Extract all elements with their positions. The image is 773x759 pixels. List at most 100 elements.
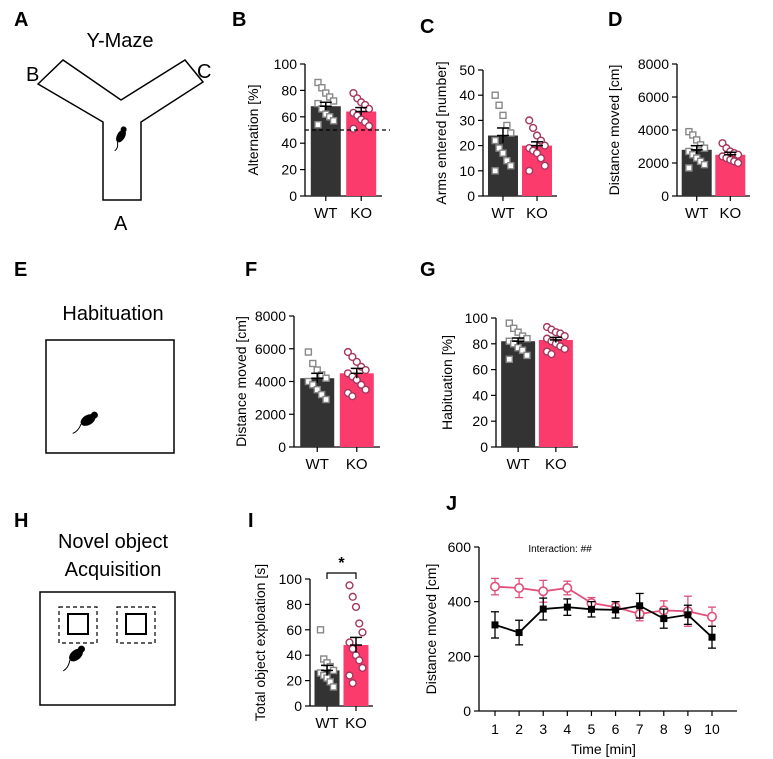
data-point-wt: [693, 136, 701, 144]
y-tick-label: 60: [472, 362, 488, 378]
data-point-wt: [314, 99, 322, 108]
data-point-wt: [322, 374, 330, 382]
panel-label-i: I: [248, 510, 254, 532]
data-point-ko: [361, 365, 370, 375]
y-tick-label: 600: [448, 539, 472, 555]
data-point-ko: [355, 656, 364, 665]
object-left: [67, 613, 89, 635]
mouse-icon: [62, 645, 85, 672]
data-point-wt: [708, 633, 716, 641]
object-zone-right: [116, 606, 156, 644]
data-point-ko: [560, 331, 569, 341]
y-tick-label: 100: [279, 571, 303, 587]
data-point-ko: [345, 581, 354, 590]
chart-g: G 0 20 40 60 80 100 Habituation [%] WT KO: [420, 259, 578, 473]
data-point-wt: [495, 144, 503, 152]
x-tick-label: 8: [660, 721, 668, 737]
data-point-wt: [518, 346, 527, 354]
object-right: [125, 613, 147, 635]
data-point-ko: [351, 602, 361, 612]
data-point-wt: [499, 111, 507, 120]
y-tick-label: 200: [448, 648, 472, 664]
x-tick-label-ko: KO: [350, 205, 372, 222]
y-tick-label: 0: [278, 439, 286, 455]
x-tick-label: 6: [612, 721, 620, 737]
panel-label-e: E: [14, 259, 27, 281]
y-maze-outline: [36, 59, 205, 201]
x-tick-label-ko: KO: [345, 715, 367, 732]
arena-box: [45, 339, 175, 454]
data-point-wt: [700, 160, 709, 169]
data-point-ko: [706, 611, 717, 622]
y-tick-label: 0: [467, 188, 475, 204]
data-point-wt: [329, 117, 338, 125]
data-point-wt: [309, 359, 317, 368]
mouse-icon: [72, 411, 98, 434]
data-point-ko: [349, 88, 358, 98]
panel-label-g: G: [420, 259, 436, 281]
y-tick-label: 4000: [255, 374, 286, 390]
y-tick-label: 60: [281, 109, 297, 125]
data-point-ko: [540, 161, 549, 170]
data-point-ko: [358, 663, 367, 673]
data-point-wt: [491, 167, 499, 175]
data-point-ko: [364, 121, 374, 131]
object-zone-left: [58, 606, 98, 644]
y-tick-label: 8000: [255, 308, 286, 324]
chart-i: I 0 20 40 60 80 100 Total object exploation [s]…: [248, 510, 373, 732]
data-point-wt: [491, 136, 499, 145]
data-point-ko: [562, 582, 573, 593]
y-tick-label: 30: [459, 112, 475, 128]
data-point-wt: [304, 348, 313, 356]
arm-label-b: B: [26, 64, 39, 86]
novel-object-title-line2: Acquisition: [65, 559, 162, 581]
data-point-ko: [538, 586, 549, 597]
y-tick-label: 8000: [638, 56, 669, 72]
y-tick-label: 400: [448, 594, 472, 610]
y-tick-label: 0: [294, 698, 302, 714]
data-point-wt: [515, 629, 523, 637]
data-point-wt: [660, 615, 668, 623]
x-tick-label: 4: [563, 721, 571, 737]
data-point-wt: [587, 605, 595, 613]
y-axis-label: Habituation [%]: [439, 335, 455, 430]
panel-h: H Novel object Acquisition: [14, 510, 176, 706]
data-point-wt: [314, 78, 322, 87]
y-tick-label: 60: [286, 622, 302, 638]
data-point-wt: [507, 129, 515, 137]
data-point-ko: [364, 104, 374, 113]
data-point-ko: [348, 679, 357, 688]
x-tick-label-ko: KO: [346, 456, 368, 473]
data-point-ko: [514, 582, 525, 593]
chart-f: F 0 2000 4000 6000 8000 Distance moved [cm] WT K…: [233, 259, 380, 473]
data-point-wt: [563, 603, 571, 611]
series-wt: [491, 592, 716, 649]
interaction-annotation: Interaction: ##: [528, 544, 592, 555]
x-tick-label: 3: [539, 721, 547, 737]
data-point-wt: [491, 91, 499, 99]
y-tick-label: 80: [286, 596, 302, 612]
arena-box: [39, 591, 176, 706]
y-axis-label: Distance moved [cm]: [423, 564, 439, 695]
data-point-wt: [507, 162, 515, 170]
panel-label-d: D: [608, 9, 622, 31]
x-tick-label-wt: WT: [491, 205, 514, 222]
data-point-ko: [489, 581, 500, 592]
x-tick-label-ko: KO: [719, 205, 741, 222]
data-point-ko: [343, 347, 353, 357]
data-point-ko: [361, 385, 370, 394]
data-point-wt: [318, 84, 326, 92]
data-point-ko: [560, 344, 569, 354]
data-point-wt: [316, 626, 325, 634]
data-point-ko: [348, 392, 357, 401]
y-tick-label: 40: [286, 647, 302, 663]
data-point-wt: [309, 381, 317, 389]
x-tick-label: 5: [588, 721, 596, 737]
x-tick-label: 7: [636, 721, 644, 737]
panel-label-h: H: [14, 510, 28, 532]
data-point-wt: [495, 101, 503, 109]
data-point-wt: [523, 334, 531, 343]
data-point-wt: [684, 611, 692, 619]
x-tick-label-ko: KO: [545, 456, 567, 473]
